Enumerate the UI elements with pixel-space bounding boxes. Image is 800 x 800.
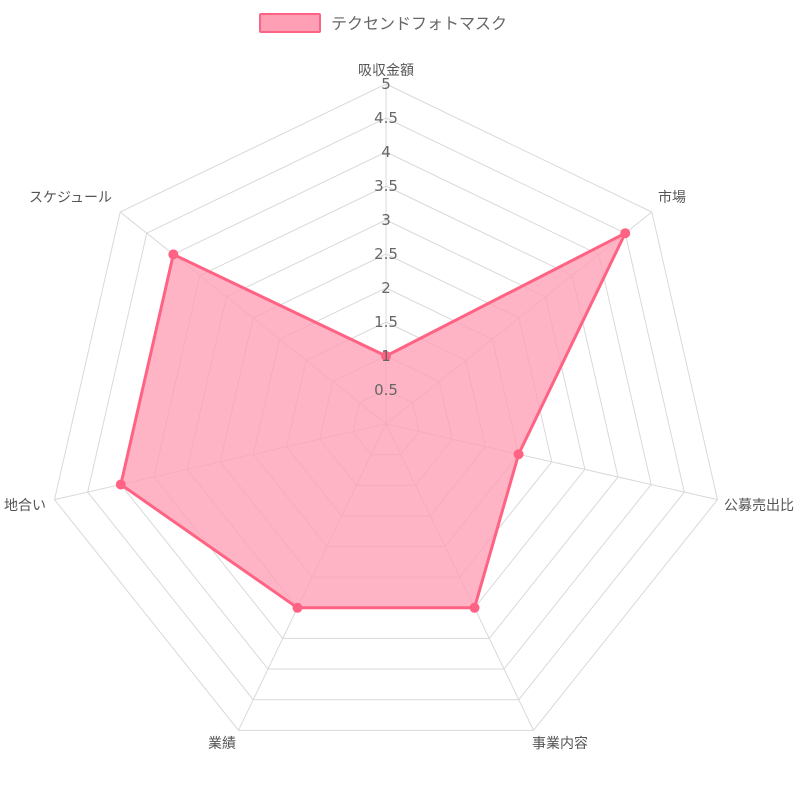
tick-label-9: 5: [381, 75, 391, 93]
axis-label-4: 業績: [208, 736, 236, 752]
series-point-3[interactable]: [469, 602, 480, 613]
axis-label-6: スケジュール: [29, 190, 112, 206]
grid-ring-8: [87, 117, 685, 701]
legend-series-label: テクセンドフォトマスク: [331, 14, 507, 33]
axis-label-2: 公募売出比: [724, 498, 794, 514]
series-point-4[interactable]: [292, 602, 303, 613]
series-point-6[interactable]: [168, 249, 179, 260]
tick-label-1: 1: [381, 347, 391, 365]
tick-labels: 0.5 1 1.5 2 2.5 3 3.5 4 4.5 5: [374, 75, 398, 399]
series-area-0: [119, 231, 627, 610]
tick-label-5: 3: [381, 211, 391, 229]
legend[interactable]: テクセンドフォトマスク: [259, 13, 507, 33]
axis-label-3: 事業内容: [532, 735, 588, 752]
axis-label-0: 吸収金額: [358, 63, 414, 79]
tick-label-3: 2: [381, 279, 391, 297]
axis-label-5: 地合い: [4, 498, 46, 514]
grid-ring-9: [53, 83, 719, 731]
series-point-2[interactable]: [513, 449, 524, 460]
tick-label-8: 4.5: [374, 109, 398, 127]
tick-label-6: 3.5: [374, 177, 398, 195]
tick-label-0: 0.5: [374, 381, 398, 399]
series-point-5[interactable]: [115, 479, 126, 490]
tick-label-7: 4: [381, 143, 391, 161]
series-layer: [115, 228, 631, 613]
series-point-0[interactable]: [381, 351, 391, 361]
tick-label-2: 1.5: [374, 313, 398, 331]
legend-swatch: [259, 13, 321, 33]
tick-label-4: 2.5: [374, 245, 398, 263]
axis-label-1: 市場: [658, 189, 686, 206]
series-point-1[interactable]: [620, 228, 631, 239]
